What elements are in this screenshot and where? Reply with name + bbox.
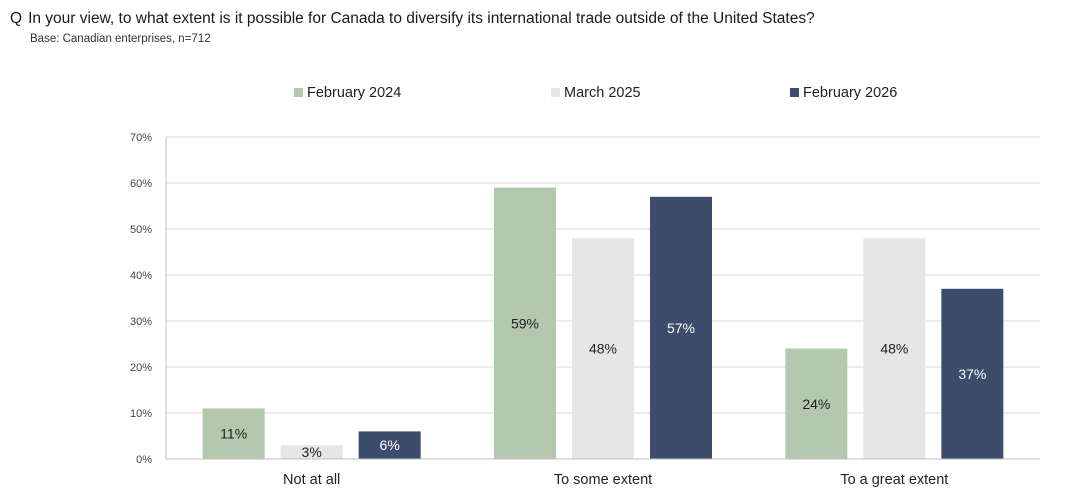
data-label: 11% (220, 426, 247, 442)
bar (572, 238, 634, 459)
bar (650, 196, 712, 460)
legend-swatch (294, 88, 303, 97)
chart-legend: February 2024 March 2025 February 2026 (294, 85, 897, 101)
y-tick-label: 70% (130, 132, 152, 144)
y-tick-label: 10% (130, 408, 152, 420)
legend-label: February 2024 (307, 85, 401, 101)
x-category-label: Not at all (283, 472, 340, 488)
bar (941, 288, 1004, 459)
bar (358, 431, 421, 459)
y-tick-label: 20% (130, 362, 152, 374)
data-label: 37% (958, 366, 986, 382)
question-marker: Q (10, 10, 23, 27)
data-label: 3% (302, 444, 322, 460)
question-title: In your view, to what extent is it possi… (28, 10, 815, 27)
legend-label: March 2025 (564, 85, 641, 101)
data-label: 48% (589, 341, 617, 357)
x-axis: Not at all To some extent To a great exten… (166, 458, 1040, 488)
question-text: Q In your view, to what extent is it poss… (10, 10, 815, 28)
y-tick-label: 60% (130, 178, 152, 190)
bar (494, 187, 556, 459)
y-tick-label: 40% (130, 270, 152, 282)
base-note: Base: Canadian enterprises, n=712 (30, 33, 211, 45)
bar (202, 408, 265, 459)
data-label: 48% (880, 341, 908, 357)
data-label: 57% (667, 320, 695, 336)
legend-label: February 2026 (803, 85, 897, 101)
x-category-label: To some extent (554, 472, 652, 488)
y-tick-label: 0% (136, 454, 152, 466)
legend-swatch (551, 88, 560, 97)
bar (863, 238, 926, 459)
bar (280, 445, 343, 459)
legend-swatch (790, 88, 799, 97)
bar (785, 348, 848, 459)
y-axis: 0% 10% 20% 30% 40% 50% 60% 70% (130, 132, 167, 466)
data-label: 59% (511, 315, 539, 331)
y-tick-label: 30% (130, 316, 152, 328)
data-label: 6% (380, 437, 400, 453)
data-label: 24% (802, 396, 830, 412)
x-category-label: To a great extent (840, 472, 948, 488)
chart-bars: 11% 3% 6% 59% 48% 57% 24% 48% 37% (202, 187, 1004, 460)
y-tick-label: 50% (130, 224, 152, 236)
